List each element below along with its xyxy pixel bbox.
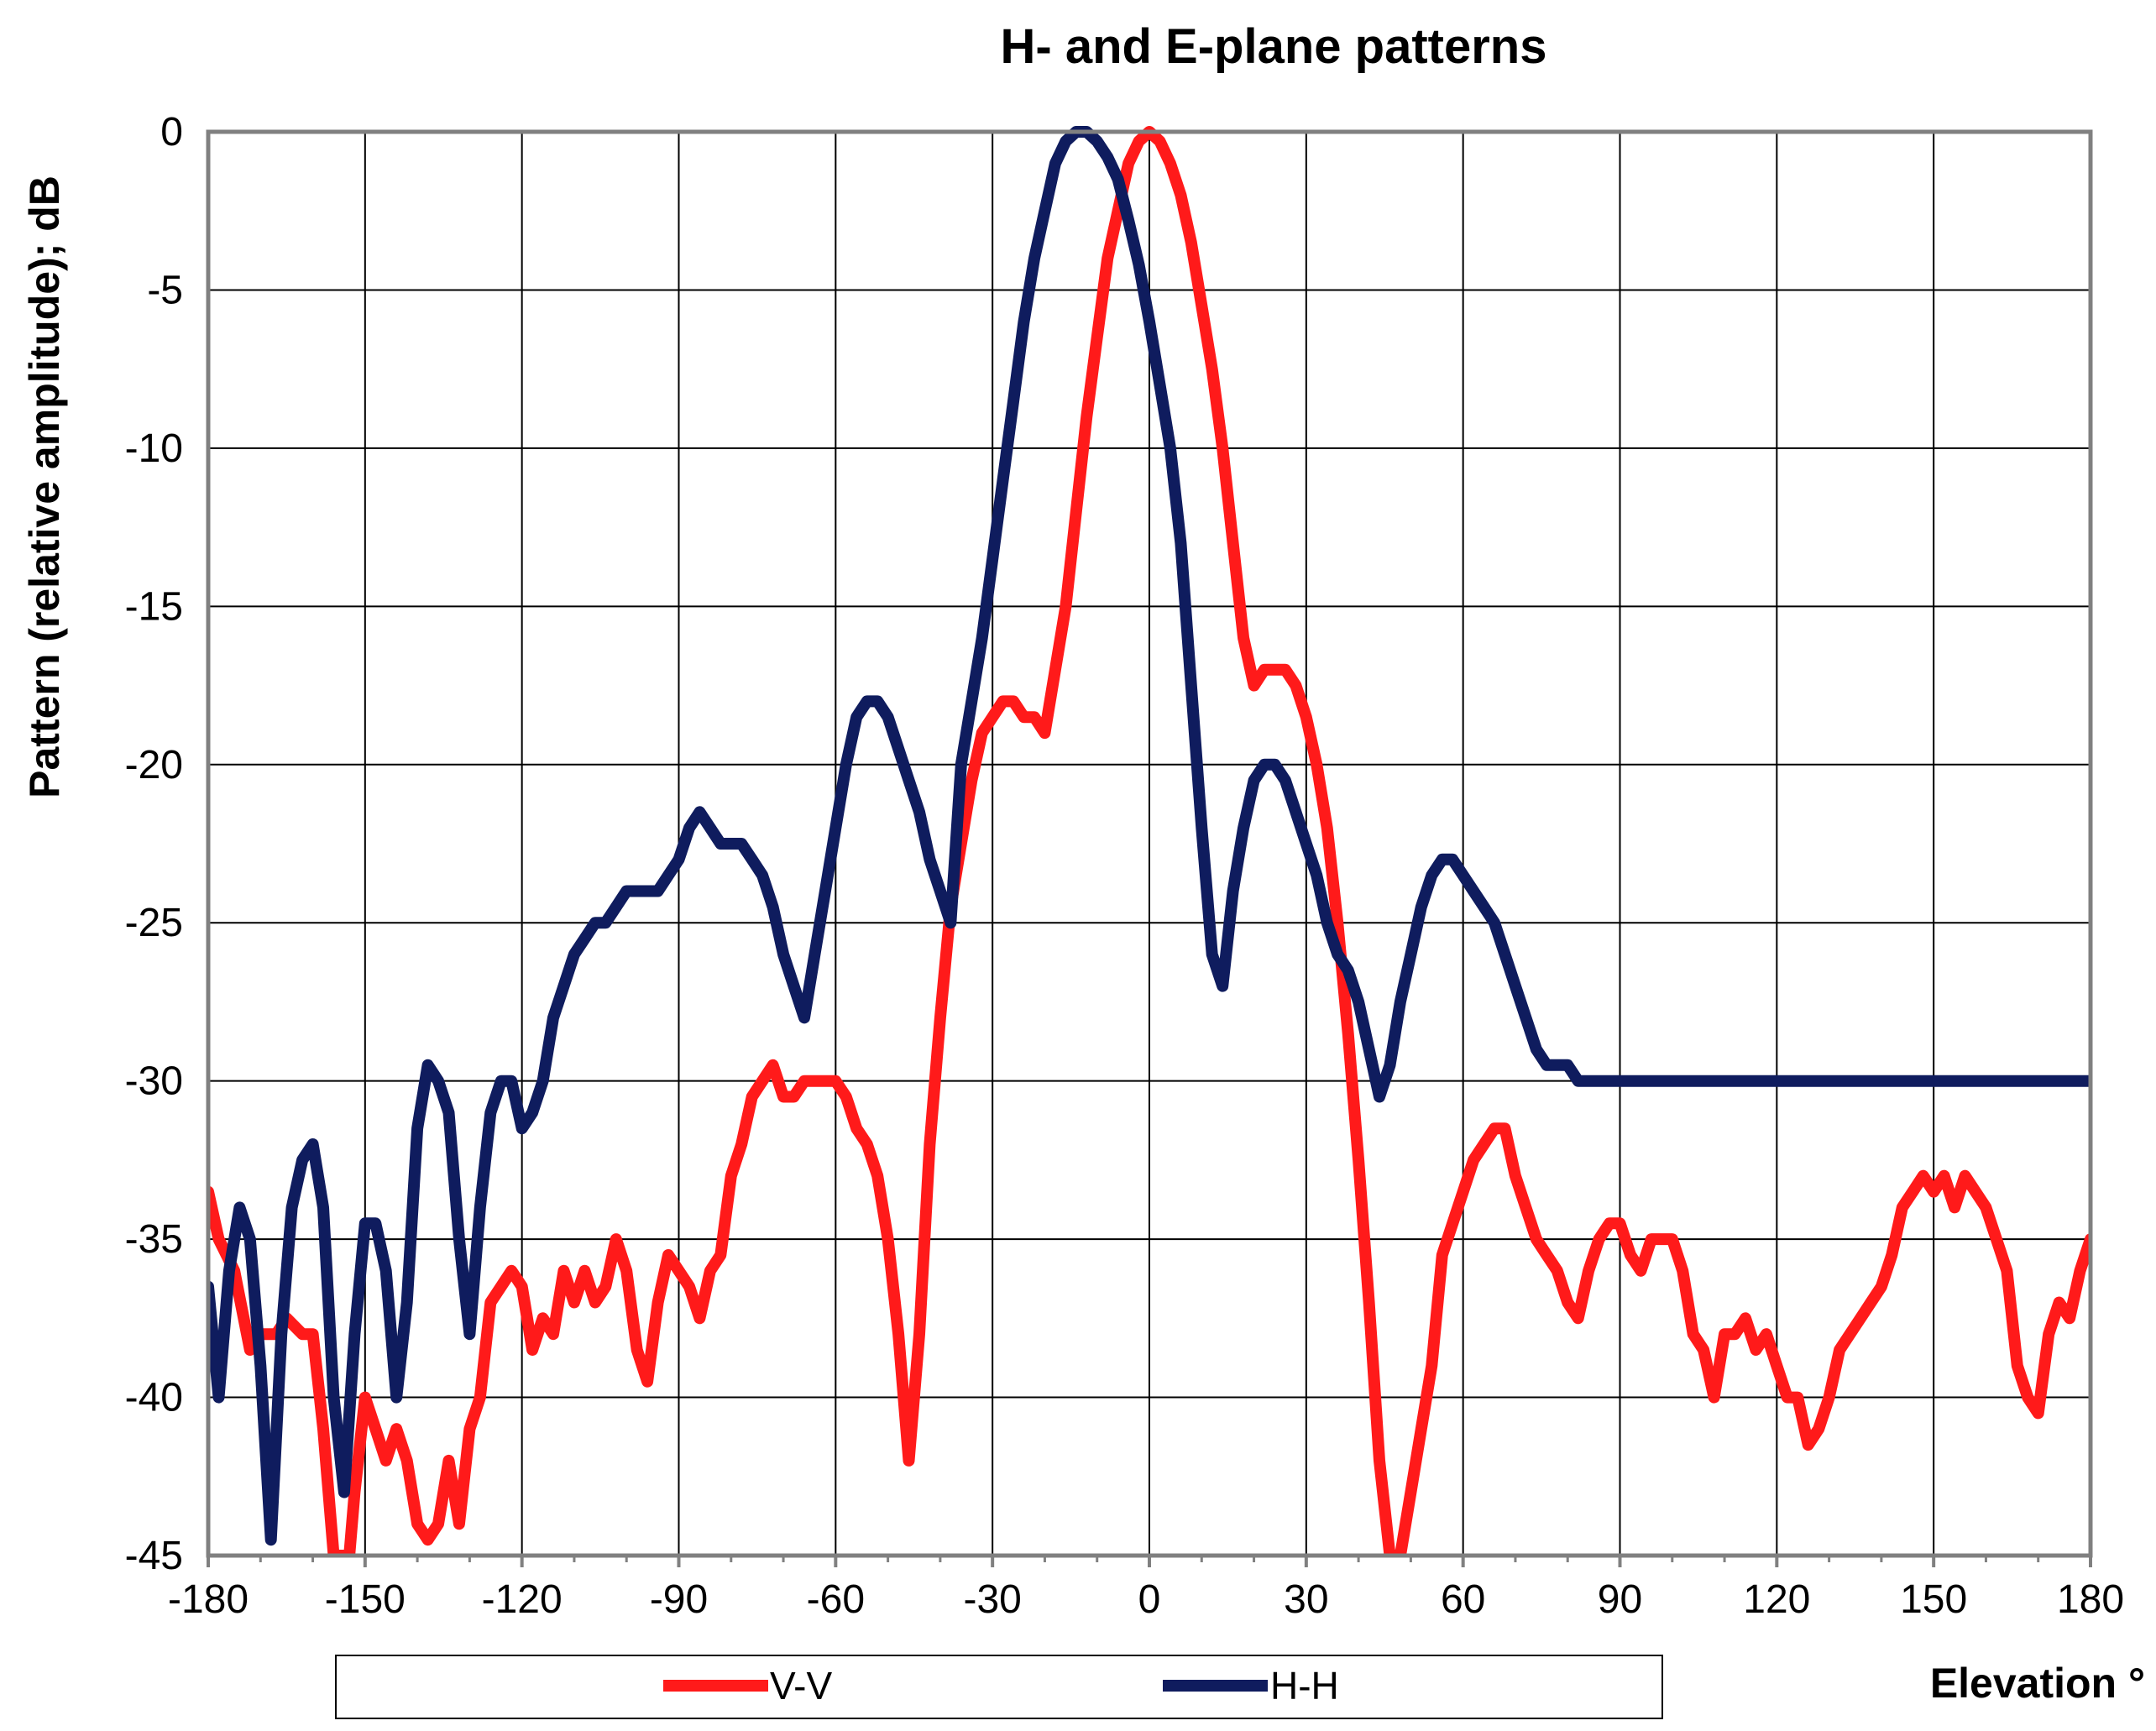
y-axis-title: Pattern (relative amplitude); dB <box>21 175 68 798</box>
y-tick-labels: 0 -5 -10 -15 -20 -25 -30 -35 -40 -45 <box>125 110 183 1578</box>
x-tick-labels: -180 -150 -120 -90 -60 -30 0 30 60 90 120 150 180 <box>168 1577 2124 1622</box>
y-tick-label: -40 <box>125 1376 183 1420</box>
series-line-h-h <box>208 126 2091 1546</box>
y-tick-label: -20 <box>125 743 183 787</box>
y-tick-label: -30 <box>125 1059 183 1104</box>
chart-title: H- and E-plane patterns <box>1001 19 1547 74</box>
plot-series <box>208 126 2091 1556</box>
x-tick-label: -60 <box>807 1577 865 1622</box>
x-tick-label: 90 <box>1598 1577 1642 1622</box>
y-tick-label: -10 <box>125 426 183 471</box>
x-tick-label: 60 <box>1441 1577 1485 1622</box>
legend-label-h-h: H-H <box>1270 1664 1339 1707</box>
legend-label-v-v: V-V <box>770 1664 832 1707</box>
y-tick-label: -5 <box>147 268 183 312</box>
x-tick-label: -90 <box>650 1577 708 1622</box>
series-line-v-v <box>208 126 2091 1556</box>
x-tick-label: 120 <box>1743 1577 1810 1622</box>
x-tick-label: -180 <box>168 1577 249 1622</box>
x-tick-label: -30 <box>963 1577 1021 1622</box>
legend: V-V H-H <box>335 1655 1663 1719</box>
x-tick-label: 0 <box>1138 1577 1161 1622</box>
x-axis-title: Elevation ° <box>1930 1660 2145 1707</box>
x-tick-label: -150 <box>325 1577 406 1622</box>
y-tick-label: -25 <box>125 901 183 945</box>
y-tick-label: -15 <box>125 584 183 629</box>
x-tick-label: 180 <box>2057 1577 2124 1622</box>
legend-box <box>335 1655 1663 1719</box>
x-tick-label: 30 <box>1284 1577 1328 1622</box>
y-tick-label: 0 <box>160 110 183 154</box>
x-tick-label: 150 <box>1900 1577 1967 1622</box>
y-tick-label: -35 <box>125 1217 183 1262</box>
y-tick-label: -45 <box>125 1534 183 1578</box>
x-tick-label: -120 <box>482 1577 563 1622</box>
plot-frame <box>206 129 2093 1558</box>
